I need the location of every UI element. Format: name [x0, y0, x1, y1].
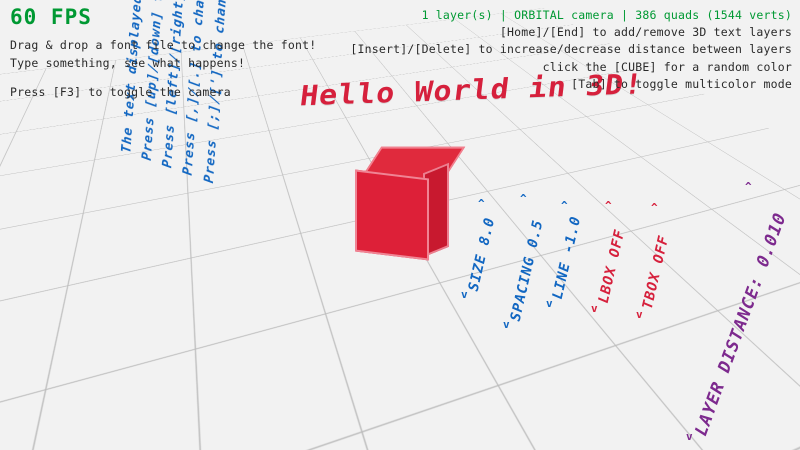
info-line-multicolor: [Tab] to toggle multicolor mode — [571, 76, 792, 91]
hint-spacer — [10, 73, 316, 84]
caret-down-icon: v — [591, 302, 598, 315]
caret-down-icon: v — [461, 288, 468, 301]
caret-up-icon: ^ — [745, 180, 752, 193]
cube-face-front — [355, 169, 429, 261]
caret-down-icon: v — [686, 430, 693, 443]
cube-object[interactable] — [355, 143, 466, 261]
caret-up-icon: ^ — [520, 192, 527, 205]
caret-up-icon: ^ — [651, 201, 658, 214]
status-line-stats: 1 layer(s) | ORBITAL camera | 386 quads … — [421, 8, 792, 22]
hint-block: Drag & drop a font file to change the fo… — [10, 37, 316, 101]
hint-line-type: Type something, see what happens! — [10, 55, 246, 70]
caret-up-icon: ^ — [478, 197, 485, 210]
info-line-cube-color: click the [CUBE] for a random color — [542, 59, 792, 74]
info-line-distance: [Insert]/[Delete] to increase/decrease d… — [350, 42, 792, 57]
caret-down-icon: v — [503, 318, 510, 331]
caret-up-icon: ^ — [561, 199, 568, 212]
hud-left-panel: 60 FPS Drag & drop a font file to change… — [10, 5, 316, 102]
caret-down-icon: v — [636, 308, 643, 321]
caret-down-icon: v — [546, 297, 553, 310]
hint-line-camera: Press [F3] to toggle the camera — [10, 84, 231, 99]
caret-up-icon: ^ — [605, 199, 612, 212]
hud-right-panel: 1 layer(s) | ORBITAL camera | 386 quads … — [350, 8, 792, 93]
info-line-layers: [Home]/[End] to add/remove 3D text layer… — [499, 25, 792, 39]
fps-counter: 60 FPS — [10, 5, 92, 29]
hint-line-dragdrop: Drag & drop a font file to change the fo… — [10, 38, 317, 53]
